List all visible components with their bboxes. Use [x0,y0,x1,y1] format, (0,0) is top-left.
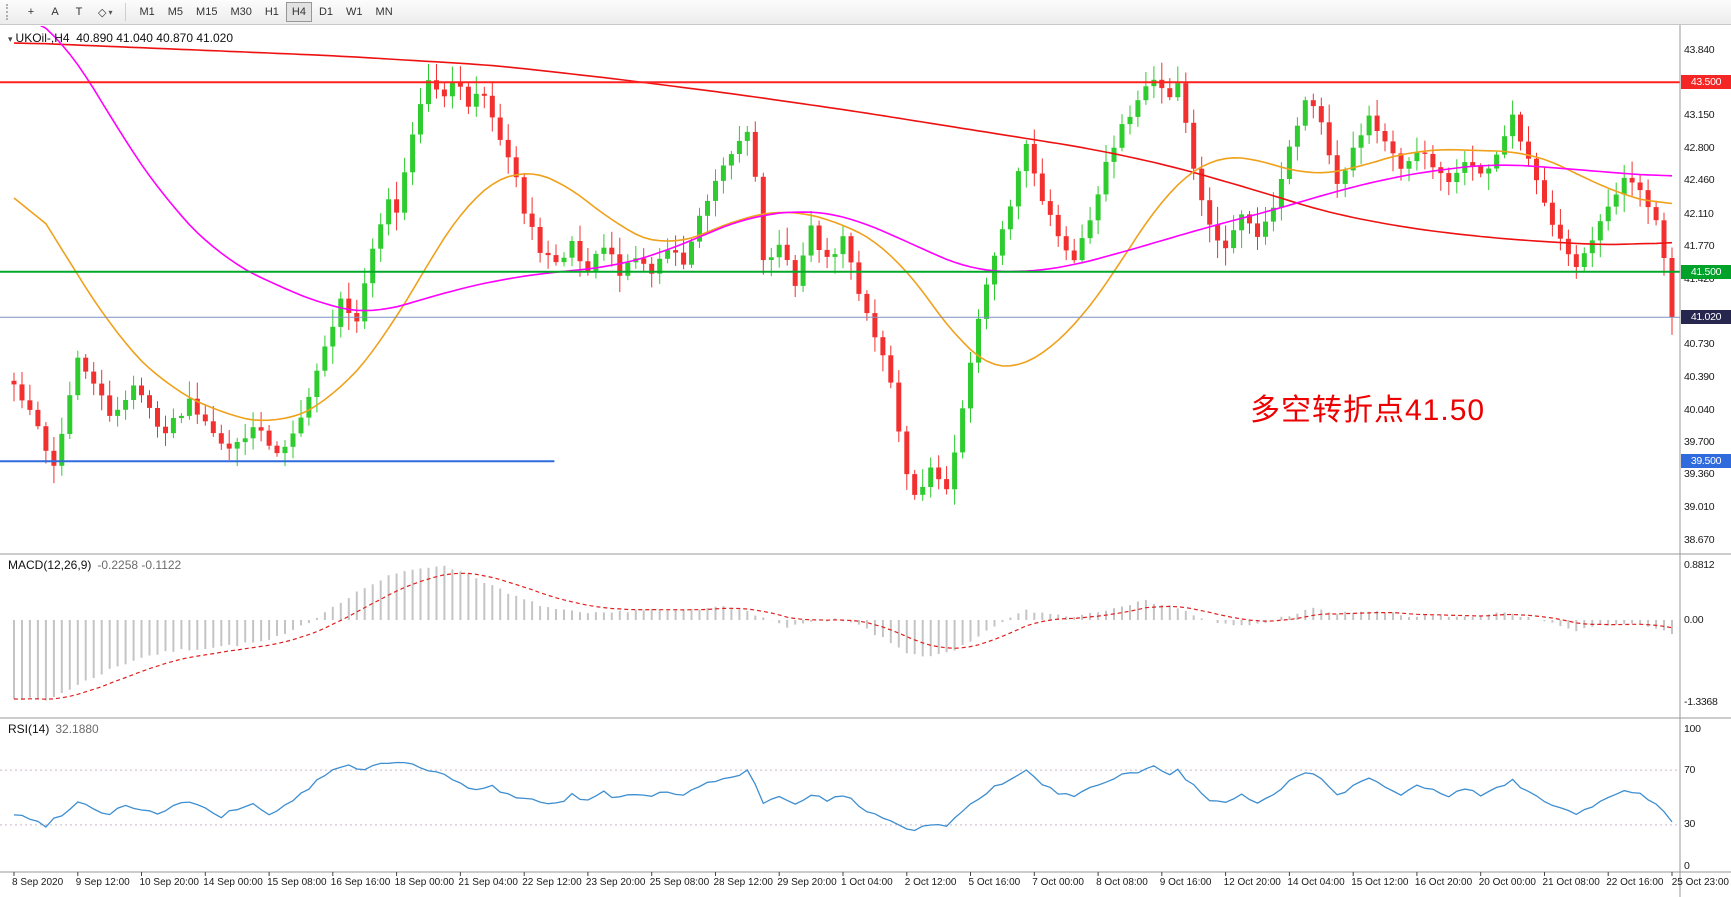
rsi-panel-label: RSI(14) 32.1880 [8,722,99,736]
text-frame-button[interactable]: T [68,2,90,22]
timeframe-h1-button[interactable]: H1 [259,2,285,22]
price-axis-label: 41.770 [1684,239,1715,252]
time-axis-label: 12 Oct 20:00 [1223,877,1281,888]
toolbar-separator [125,3,127,21]
text-frame-icon: T [75,6,83,18]
price-axis-label: 43.150 [1684,108,1715,121]
drawing-tools-group: + A T ◇ ▾ [20,2,118,22]
crosshair-button[interactable]: + [20,2,42,22]
price-axis-label: 39.010 [1684,501,1715,514]
time-axis-label: 22 Oct 16:00 [1606,877,1664,888]
time-axis-label: 25 Oct 23:00 [1671,877,1729,888]
time-axis-label: 21 Sep 04:00 [458,877,518,888]
price-axis-label: 38.670 [1684,533,1715,546]
time-axis-label: 8 Sep 2020 [12,877,64,888]
rsi-indicator-name: RSI(14) [8,722,50,736]
rsi-value: 32.1880 [55,722,99,736]
time-axis-label: 18 Sep 00:00 [394,877,455,888]
price-axis-label: 39.360 [1684,468,1715,481]
time-axis-label: 21 Oct 08:00 [1542,877,1600,888]
toolbar: + A T ◇ ▾ M1 M5 M15 M30 H1 H4 D1 W1 MN [0,0,1731,25]
time-axis-label: 2 Oct 12:00 [904,877,957,888]
time-axis-label: 14 Oct 04:00 [1287,877,1345,888]
time-axis-label: 22 Sep 12:00 [522,877,582,888]
dropdown-caret-icon: ▾ [108,7,113,17]
timeframe-m30-button[interactable]: M30 [224,2,257,22]
text-label-icon: A [51,6,59,18]
chart-text-annotation[interactable]: 多空转折点41.50 [1250,394,1486,427]
price-axis-label: 40.040 [1684,403,1715,416]
time-axis-label: 20 Oct 00:00 [1478,877,1536,888]
crosshair-icon: + [27,6,35,18]
time-axis-label: 16 Oct 20:00 [1414,877,1473,888]
timeframe-m1-button[interactable]: M1 [133,2,160,22]
macd-values: -0.2258 -0.1122 [97,558,182,572]
timeframe-m15-button[interactable]: M15 [190,2,223,22]
price-badge-43500: 43.500 [1681,75,1731,90]
price-axis-label: 39.700 [1684,435,1715,448]
price-axis-label: 42.110 [1684,207,1714,220]
macd-axis-label: -1.3368 [1684,696,1718,709]
timeframes-group: M1 M5 M15 M30 H1 H4 D1 W1 MN [133,2,398,22]
time-axis-label: 23 Sep 20:00 [585,877,646,888]
time-axis-label: 15 Oct 12:00 [1351,877,1409,888]
price-axis-label: 43.840 [1684,43,1715,56]
time-axis-label: 5 Oct 16:00 [968,877,1021,888]
time-axis-label: 16 Sep 16:00 [330,877,391,888]
time-axis-label: 25 Sep 08:00 [649,877,710,888]
rsi-axis-label: 0 [1684,859,1690,872]
price-axis-label: 40.390 [1684,370,1715,383]
time-axis-label: 29 Sep 20:00 [777,877,837,888]
timeframe-m5-button[interactable]: M5 [162,2,189,22]
macd-indicator-name: MACD(12,26,9) [8,558,92,572]
time-axis-label: 14 Sep 00:00 [203,877,263,888]
price-badge-39500: 39.500 [1681,454,1731,469]
price-badge-41500: 41.500 [1681,264,1731,279]
chart-title: ▾ UKOil-,H4 40.890 41.040 40.870 41.020 [8,31,233,45]
timeframe-d1-button[interactable]: D1 [313,2,339,22]
price-axis-label: 42.460 [1684,174,1715,187]
rsi-axis-label: 30 [1684,818,1696,831]
timeframe-h4-button[interactable]: H4 [285,2,312,22]
price-badge-41020: 41.020 [1681,310,1731,325]
time-axis-label: 1 Oct 04:00 [841,877,893,888]
chart-symbol-period: UKOil-,H4 [15,31,70,45]
time-axis-label: 10 Sep 20:00 [139,877,200,888]
rsi-axis-label: 70 [1684,763,1696,776]
price-axis-label: 40.730 [1684,338,1715,351]
timeframe-mn-button[interactable]: MN [370,2,399,22]
price-axis-label: 42.800 [1684,142,1715,155]
rsi-axis-label: 100 [1684,722,1701,735]
timeframe-w1-button[interactable]: W1 [340,2,369,22]
macd-axis-label: 0.8812 [1684,558,1715,571]
text-label-button[interactable]: A [44,2,66,22]
time-axis-label: 15 Sep 08:00 [267,877,327,888]
macd-panel-label: MACD(12,26,9) -0.2258 -0.1122 [8,558,181,572]
time-axis-label: 9 Oct 16:00 [1159,877,1212,888]
time-axis-label: 9 Sep 12:00 [75,877,130,888]
toolbar-drag-handle[interactable] [6,4,12,20]
time-axis-label: 8 Oct 08:00 [1096,877,1148,888]
draw-shapes-button[interactable]: ◇ ▾ [92,2,118,22]
time-axis-label: 28 Sep 12:00 [713,877,774,888]
time-axis-label: 7 Oct 00:00 [1032,877,1084,888]
macd-axis-label: 0.00 [1684,613,1704,626]
draw-shapes-icon: ◇ [98,6,107,19]
title-marker-icon: ▾ [8,34,13,44]
chart-ohlc-values: 40.890 41.040 40.870 41.020 [76,31,234,45]
